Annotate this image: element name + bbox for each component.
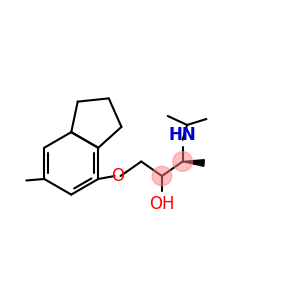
Circle shape: [152, 166, 172, 186]
Text: O: O: [111, 167, 124, 185]
Circle shape: [173, 152, 192, 171]
Text: OH: OH: [149, 195, 175, 213]
Polygon shape: [183, 160, 204, 166]
Text: HN: HN: [169, 126, 196, 144]
